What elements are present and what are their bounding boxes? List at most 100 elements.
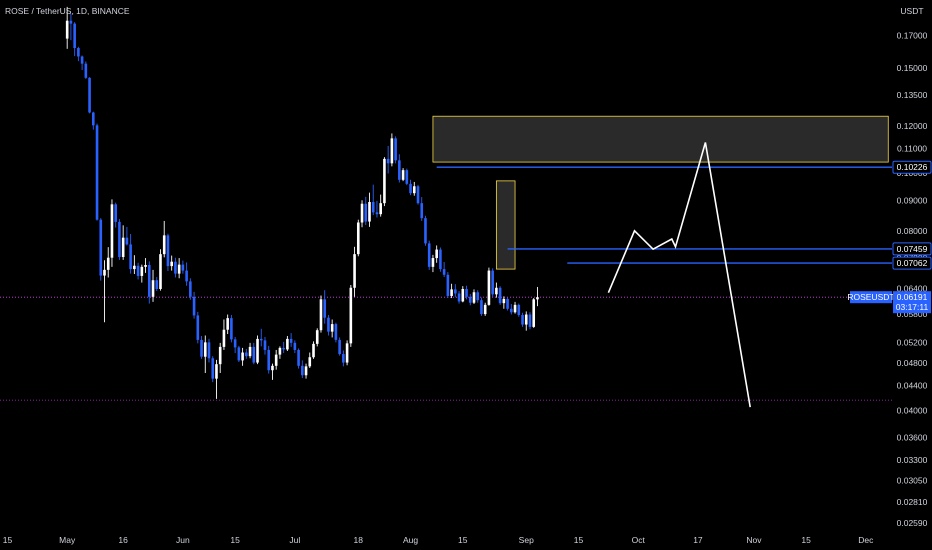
- price-tick-label: 0.04400: [897, 381, 928, 391]
- candle-body: [189, 281, 192, 297]
- candle: [394, 136, 397, 164]
- price-badge-text: 0.10226: [897, 162, 928, 172]
- price-badge-resistance-mid: 0.07459: [892, 242, 932, 256]
- candle-body: [245, 352, 248, 357]
- time-axis[interactable]: 15 May 16 Jun 15 Jul 18 Aug 15 Sep 15 Oct 17 Nov 15 Dec: [3, 535, 874, 545]
- candle-body: [487, 270, 491, 305]
- candle: [506, 297, 509, 311]
- candle: [401, 168, 405, 182]
- candle: [476, 290, 480, 303]
- candle: [200, 335, 203, 359]
- candle-body: [192, 296, 196, 316]
- candle-body: [144, 264, 147, 267]
- candle-body: [498, 287, 502, 304]
- price-labels: 0.10226 0.07459 0.07062 ROSEUSDT 0.0619103:1…: [847, 160, 932, 314]
- candle: [207, 338, 211, 363]
- candle-body: [196, 315, 200, 340]
- candle: [73, 22, 76, 57]
- candle: [498, 286, 502, 305]
- candle: [181, 260, 185, 274]
- candle: [383, 157, 386, 207]
- candle-body: [465, 288, 468, 297]
- candle: [513, 301, 517, 314]
- candle: [420, 197, 424, 221]
- candle: [80, 55, 84, 71]
- candle-body: [368, 202, 371, 222]
- price-badge-text: 0.07459: [897, 244, 928, 254]
- candle: [338, 337, 341, 356]
- candle: [211, 356, 215, 383]
- time-tick-label: 17: [693, 535, 703, 545]
- symbol-badge-text: ROSEUSDT: [847, 292, 894, 302]
- candle-body: [293, 342, 297, 350]
- candle-body: [166, 235, 170, 267]
- candle: [491, 268, 494, 297]
- candle: [147, 261, 151, 304]
- candle-body: [356, 222, 360, 255]
- candle-body: [278, 347, 282, 355]
- candle-body: [65, 20, 69, 39]
- price-axis[interactable]: 0.170000.150000.135000.120000.110000.100…: [897, 31, 928, 528]
- time-tick-label: Sep: [519, 535, 534, 545]
- price-tick-label: 0.02810: [897, 497, 928, 507]
- candle-body: [360, 203, 364, 223]
- candle-body: [330, 324, 334, 332]
- candle-body: [468, 296, 472, 303]
- candle: [263, 336, 267, 355]
- candle: [480, 297, 483, 316]
- candle-body: [73, 23, 76, 49]
- candle-body: [218, 346, 222, 365]
- price-badge-box: [892, 256, 932, 270]
- candle-body: [181, 264, 185, 271]
- candle: [91, 111, 95, 130]
- candle-body: [136, 265, 140, 276]
- candle: [368, 192, 371, 227]
- candle-body: [237, 347, 241, 361]
- candle-body: [222, 329, 226, 347]
- time-tick-label: 15: [574, 535, 584, 545]
- candle-body: [457, 293, 461, 302]
- candle: [189, 278, 192, 300]
- time-tick-label: 16: [118, 535, 128, 545]
- candle-body: [375, 212, 379, 215]
- candle: [282, 341, 285, 354]
- time-tick-label: Jun: [176, 535, 190, 545]
- price-tick-label: 0.06400: [897, 284, 928, 294]
- candle: [517, 303, 521, 317]
- price-tick-label: 0.03300: [897, 455, 928, 465]
- candle: [252, 342, 256, 365]
- price-axis-currency: USDT: [900, 6, 923, 16]
- time-tick-label: Dec: [858, 535, 874, 545]
- projection-path: [607, 142, 751, 408]
- candle: [170, 255, 173, 271]
- candle-body: [420, 203, 424, 219]
- candle-body: [379, 203, 382, 215]
- time-tick-label: 18: [354, 535, 364, 545]
- countdown-text: 03:17:11: [896, 302, 929, 312]
- candle: [233, 336, 237, 354]
- candle: [129, 234, 132, 274]
- candle: [424, 215, 427, 246]
- price-tick-label: 0.05200: [897, 337, 928, 347]
- candle-body: [435, 249, 438, 259]
- candle: [405, 168, 409, 186]
- candle-body: [114, 204, 118, 222]
- supply-zone-2: [495, 180, 516, 270]
- candle-body: [286, 338, 289, 350]
- candle-body: [155, 280, 159, 289]
- candle-body: [342, 354, 345, 363]
- candle: [364, 196, 368, 226]
- candle: [155, 277, 159, 292]
- candle-body: [390, 138, 394, 164]
- candle: [502, 296, 506, 309]
- candle-body: [215, 364, 218, 379]
- candle-body: [230, 318, 233, 340]
- price-badge-resistance-upper: 0.10226: [892, 160, 932, 174]
- price-tick-label: 0.17000: [897, 31, 928, 41]
- candle: [334, 322, 338, 343]
- candle-body: [394, 138, 397, 161]
- candle-body: [398, 160, 401, 180]
- candle-body: [506, 298, 509, 309]
